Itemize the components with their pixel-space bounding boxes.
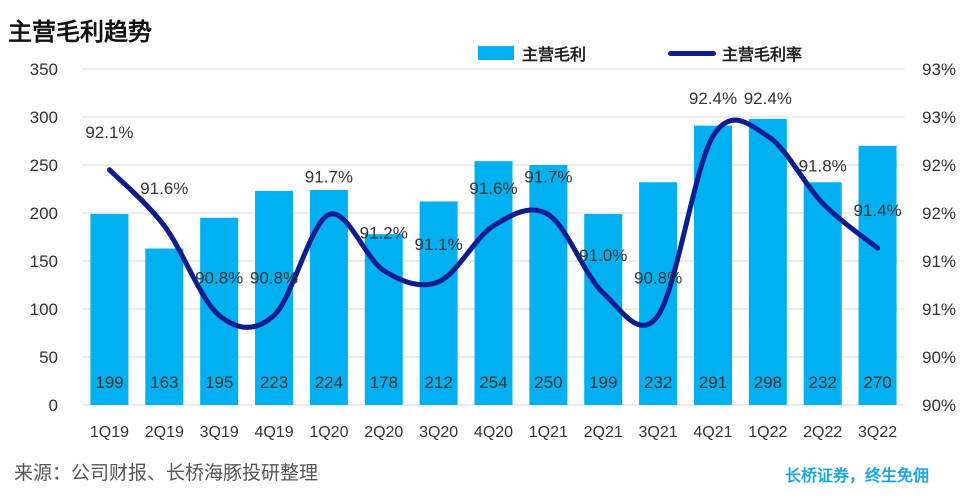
bar-value-label: 224 [315,373,343,392]
line-value-label: 90.8% [250,268,298,287]
line-value-label: 91.2% [360,224,408,243]
left-axis: 0 50 100 150 200 250 300 350 [30,60,58,415]
line-path [106,117,881,330]
bar-value-labels: 199 163 195 223 224 178 212 254 250 199 232 291 298 2… [95,373,892,392]
category-axis: 1Q19 2Q19 3Q19 4Q19 1Q20 2Q20 3Q20 4Q20 1Q21 2Q21… [90,424,897,441]
legend-label-line: 主营毛利率 [722,45,803,64]
category-label: 1Q20 [309,424,348,441]
bar [90,213,129,405]
category-label: 3Q21 [639,424,678,441]
bar-value-label: 270 [863,373,891,392]
legend-swatch-bar [478,46,514,60]
line-value-label: 91.0% [579,246,627,265]
bar-value-label: 199 [589,373,617,392]
bar-value-label: 199 [95,373,123,392]
category-label: 1Q21 [529,424,568,441]
right-tick-label: 91% [922,252,956,271]
bar-series [90,118,897,406]
category-label: 3Q20 [419,424,458,441]
line-value-label: 91.6% [469,179,517,198]
bar [364,234,403,405]
left-tick-label: 0 [49,396,58,415]
left-tick-label: 250 [30,156,58,175]
line-value-label: 92.4% [689,89,737,108]
line-series [106,117,881,330]
category-label: 1Q19 [90,424,129,441]
right-axis: 90% 90% 91% 91% 92% 92% 93% 93% [922,60,956,415]
bar-value-label: 291 [699,373,727,392]
left-tick-label: 150 [30,252,58,271]
category-label: 4Q20 [474,424,513,441]
bar-value-label: 178 [370,373,398,392]
line-value-label: 91.6% [140,179,188,198]
right-tick-label: 93% [922,108,956,127]
bar-value-label: 232 [644,373,672,392]
category-label: 4Q19 [254,424,293,441]
bar-value-label: 163 [150,373,178,392]
line-value-label: 92.4% [744,89,792,108]
bar-value-label: 232 [809,373,837,392]
right-tick-label: 93% [922,60,956,79]
bar [529,165,568,405]
category-label: 3Q22 [858,424,897,441]
bar [748,118,787,406]
chart-title: 主营毛利趋势 [8,18,152,46]
bar [803,182,842,405]
line-value-label: 90.8% [634,268,682,287]
bar-value-label: 195 [205,373,233,392]
line-value-label: 91.8% [799,156,847,175]
bar [419,201,458,405]
line-value-label: 91.4% [853,201,901,220]
line-value-label: 91.1% [415,235,463,254]
line-value-label: 91.7% [524,168,572,187]
bar-value-label: 212 [424,373,452,392]
left-tick-label: 350 [30,60,58,79]
left-tick-label: 200 [30,204,58,223]
category-label: 2Q22 [803,424,842,441]
right-tick-label: 91% [922,300,956,319]
legend-item-line: 主营毛利率 [668,40,802,66]
right-tick-label: 92% [922,156,956,175]
bar [200,217,239,405]
line-value-label: 92.1% [85,123,133,142]
bar-value-label: 254 [479,373,507,392]
right-tick-label: 92% [922,204,956,223]
line-value-labels: 92.1% 91.6% 90.8% 90.8% 91.7% 91.2% 91.1% 91.6%… [85,89,901,287]
bar [145,248,184,405]
category-label: 1Q22 [748,424,787,441]
bar [474,161,513,405]
line-value-label: 90.8% [195,268,243,287]
category-label: 4Q21 [693,424,732,441]
category-label: 2Q19 [145,424,184,441]
bar [858,145,897,406]
bar-value-label: 223 [260,373,288,392]
line-value-label: 91.7% [305,168,353,187]
source-note: 来源：公司财报、长桥海豚投研整理 [14,462,319,484]
left-tick-label: 300 [30,108,58,127]
legend-swatch-line [668,50,716,56]
legend-item-bar: 主营毛利 [478,40,586,66]
category-label: 2Q21 [584,424,623,441]
bar-value-label: 298 [754,373,782,392]
bar-value-label: 250 [534,373,562,392]
left-tick-label: 100 [30,300,58,319]
right-tick-label: 90% [922,348,956,367]
brand-slogan: 长桥证券，终生免佣 [784,466,929,485]
category-label: 3Q19 [200,424,239,441]
right-tick-label: 90% [922,396,956,415]
legend-label-bar: 主营毛利 [522,45,587,64]
left-tick-label: 50 [39,348,58,367]
bar [639,182,678,405]
category-label: 2Q20 [364,424,403,441]
